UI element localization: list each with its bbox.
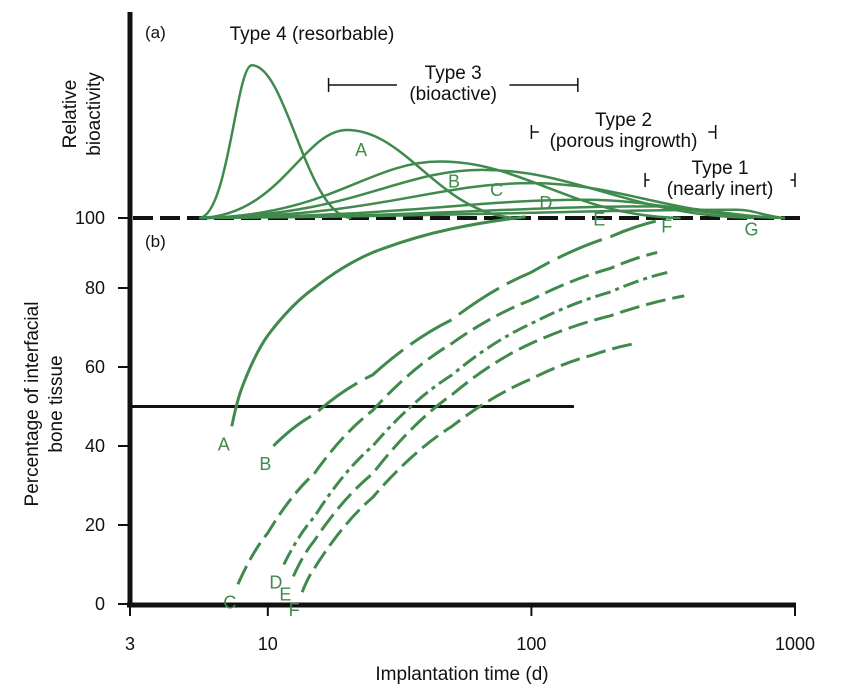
type-label-bg (396, 83, 510, 104)
series-label-D: D (269, 573, 282, 593)
y-tick-label: 40 (85, 436, 105, 456)
bioactivity-peaks: A B C D E F G (198, 64, 786, 240)
series-line-E (292, 294, 685, 577)
series-label-B: B (259, 454, 271, 474)
y-axis-title-b-line1: Percentage of interfacial (22, 302, 43, 507)
peak-label-D: D (539, 193, 552, 213)
baseline-label: 100 (75, 208, 105, 228)
type-label-3: (porous ingrowth) (550, 131, 698, 152)
type-label-bg (591, 109, 657, 130)
peak-label-G: G (745, 220, 759, 240)
x-tick-label: 1000 (775, 634, 815, 654)
peak-label-C: C (490, 180, 503, 200)
x-tick-label: 100 (516, 634, 546, 654)
type-label-2: Type 3 (425, 63, 482, 84)
type-label-1: Type 4 (resorbable) (230, 24, 395, 45)
type-label-4: Type 1 (692, 158, 749, 179)
x-axis-title: Implantation time (d) (375, 664, 548, 685)
y-tick-label: 80 (85, 278, 105, 298)
type-range-4: Type 1(nearly inert) (644, 157, 796, 200)
type-label-3: Type 2 (595, 110, 652, 131)
type-label-4: (nearly inert) (667, 179, 774, 200)
panel-b-label: (b) (145, 232, 166, 251)
type-label-2: (bioactive) (409, 84, 497, 105)
type-range-1: Type 4 (resorbable) (230, 24, 395, 45)
peak-label-A: A (355, 140, 367, 160)
peak-label-B: B (448, 172, 460, 192)
peak-label-F: F (661, 216, 672, 236)
series-label-F: F (289, 600, 300, 620)
y-tick-label: 60 (85, 357, 105, 377)
y-tick-label: 20 (85, 515, 105, 535)
bioactivity-peak-A (199, 128, 519, 220)
series-label-A: A (218, 434, 230, 454)
ticks-layer: 3 10 100 1000 0 20 40 60 80 (85, 278, 815, 654)
bioactivity-peak-G (199, 208, 786, 220)
series-line-D (282, 270, 669, 566)
y-axis-title-b-line2: bone tissue (46, 355, 67, 452)
peak-label-E: E (593, 210, 605, 230)
panel-a-label: (a) (145, 23, 166, 42)
bioactivity-peak-E (199, 198, 786, 220)
type-ranges: Type 4 (resorbable)Type 3(bioactive)Type… (230, 24, 796, 200)
x-tick-label: 3 (125, 634, 135, 654)
y-axis-title-a-line2: bioactivity (84, 72, 105, 156)
bioactivity-peak-type4 (198, 64, 352, 220)
x-tick-label: 10 (258, 634, 278, 654)
series-label-E: E (279, 584, 291, 604)
type-label-bg (538, 130, 709, 151)
type-range-3: Type 2(porous ingrowth) (530, 109, 717, 152)
series-line-A (230, 215, 526, 427)
type-range-2: Type 3(bioactive) (327, 62, 579, 105)
y-axis-title-a-line1: Relative (60, 80, 81, 149)
series-line-F (300, 341, 637, 593)
type-label-bg (420, 62, 486, 83)
reference-layer (118, 216, 800, 408)
series-label-C: C (223, 592, 236, 612)
series-line-C (236, 250, 658, 585)
type-label-bg (649, 178, 791, 199)
y-tick-label: 0 (95, 594, 105, 614)
type-label-bg (687, 157, 753, 178)
bioactivity-peak-B (199, 160, 681, 220)
